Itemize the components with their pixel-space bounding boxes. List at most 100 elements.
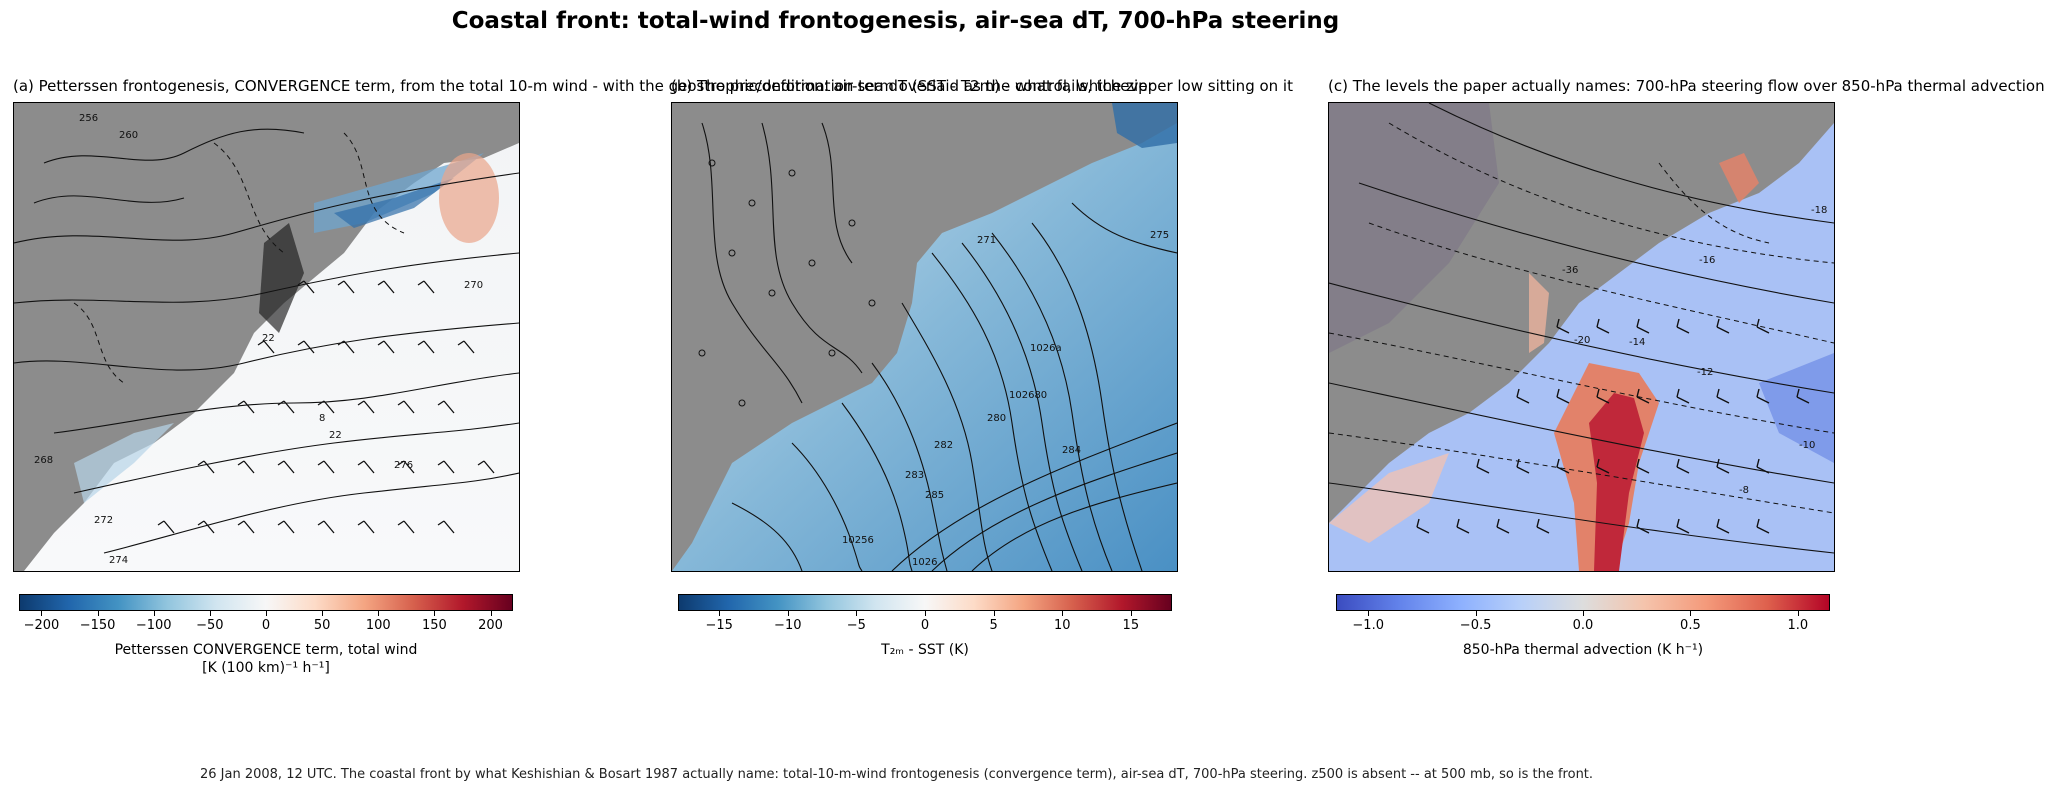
colorbar-tick <box>97 611 99 616</box>
panel-c-map: -8 -10 -12 -14 -16 -18 -20 -36 <box>1328 102 1835 572</box>
cold-dT-patch <box>1112 103 1177 148</box>
panel-a-map: 256 260 268 272 274 276 270 22 8 22 <box>13 102 520 572</box>
svg-text:-18: -18 <box>1811 205 1827 216</box>
wind-barbs <box>157 280 495 534</box>
figure-title: Coastal front: total-wind frontogenesis,… <box>451 8 1340 34</box>
colorbar-c-label: 850-hPa thermal advection (K h⁻¹) <box>1462 642 1704 658</box>
colorbar-tick-label: 5 <box>989 618 998 633</box>
svg-text:-16: -16 <box>1699 255 1715 266</box>
colorbar-tick-label: −10 <box>774 618 802 633</box>
colorbar-tick <box>1583 611 1584 616</box>
colorbar-tick <box>1475 611 1477 616</box>
warm-adv-core <box>1589 393 1644 571</box>
colorbar-tick <box>434 611 436 616</box>
colorbar-tick <box>1368 611 1370 616</box>
tight-contour-knot <box>259 223 304 333</box>
land-mass <box>14 103 519 571</box>
svg-text:271: 271 <box>977 235 996 246</box>
colorbar-a-label: Petterssen CONVERGENCE term, total wind … <box>114 642 418 676</box>
colorbar-b <box>678 594 1172 611</box>
colorbar-tick <box>378 611 380 616</box>
colorbar-tick <box>41 611 43 616</box>
colorbar-tick <box>925 611 926 616</box>
svg-text:272: 272 <box>94 515 113 526</box>
svg-text:1026: 1026 <box>912 557 937 568</box>
colorbar-b-label: T₂ₘ - SST (K) <box>881 642 969 658</box>
colorbar-tick-label: −100 <box>135 618 172 633</box>
colorbar-tick <box>1690 611 1692 616</box>
colorbar-tick <box>1797 611 1799 616</box>
dashed-contours <box>73 132 405 384</box>
colorbar-tick <box>1130 611 1132 616</box>
colorbar-tick-label: 10 <box>1053 618 1071 633</box>
colorbar-tick <box>322 611 324 616</box>
colorbar-a-ticks: −200 −150 −100 −50 0 50 100 150 200 <box>19 611 513 635</box>
svg-text:283: 283 <box>905 470 924 481</box>
temperature-contours <box>1329 122 1834 514</box>
colorbar-tick-label: −150 <box>79 618 116 633</box>
colorbar-tick-label: 0.5 <box>1680 618 1701 633</box>
warm-patch-sw <box>1329 453 1449 543</box>
colorbar-tick <box>209 611 211 616</box>
colorbar-tick <box>490 611 492 616</box>
colorbar-c <box>1336 594 1830 611</box>
svg-text:8: 8 <box>319 413 325 424</box>
colorbar-tick <box>266 611 267 616</box>
svg-text:102680: 102680 <box>1009 390 1047 401</box>
colorbar-tick-label: −200 <box>23 618 60 633</box>
neg-coastal <box>74 423 174 503</box>
colorbar-a <box>19 594 513 611</box>
colorbar-tick <box>787 611 789 616</box>
svg-text:22: 22 <box>329 430 342 441</box>
colorbar-tick <box>153 611 155 616</box>
colorbar-tick <box>719 611 721 616</box>
panel-a-title: (a) Petterssen frontogenesis, CONVERGENC… <box>13 77 1154 95</box>
svg-text:-20: -20 <box>1574 335 1590 346</box>
colorbar-tick-label: −1.0 <box>1352 618 1384 633</box>
svg-text:-8: -8 <box>1739 485 1749 496</box>
colorbar-tick <box>993 611 995 616</box>
colorbar-tick-label: 1.0 <box>1787 618 1809 633</box>
colorbar-tick <box>1062 611 1064 616</box>
colorbar-tick-label: 0 <box>261 618 271 633</box>
svg-text:268: 268 <box>34 455 53 466</box>
wind-barbs <box>1416 318 1810 534</box>
colorbar-tick-label: 0.0 <box>1572 618 1594 633</box>
svg-text:274: 274 <box>109 555 128 566</box>
svg-text:260: 260 <box>119 130 138 141</box>
svg-text:282: 282 <box>934 440 953 451</box>
panel-c-title: (c) The levels the paper actually names:… <box>1328 77 2045 95</box>
svg-text:284: 284 <box>1062 445 1081 456</box>
colorbar-tick-label: −15 <box>705 618 733 633</box>
contour-labels: -8 -10 -12 -14 -16 -18 -20 -36 <box>1562 205 1827 496</box>
contour-labels: 256 260 268 272 274 276 270 22 8 22 <box>34 113 483 566</box>
svg-text:22: 22 <box>262 333 275 344</box>
neg-band-core <box>334 178 454 228</box>
colorbar-c-ticks: −1.0 −0.5 0.0 0.5 1.0 <box>1336 611 1830 635</box>
svg-text:256: 256 <box>79 113 98 124</box>
panel-b-map: 271 275 280 282 283 284 285 1026a 102680… <box>671 102 1178 572</box>
height-contours <box>1329 103 1834 554</box>
colorbar-tick-label: 50 <box>313 618 331 633</box>
warm-patch-ne <box>1719 153 1759 203</box>
svg-text:-12: -12 <box>1697 367 1713 378</box>
colorbar-tick-label: −0.5 <box>1459 618 1492 633</box>
svg-text:280: 280 <box>987 413 1006 424</box>
footer-caption: 26 Jan 2008, 12 UTC. The coastal front b… <box>200 767 1594 782</box>
colorbar-b-ticks: −15 −10 −5 0 5 10 15 <box>678 611 1172 635</box>
station-markers <box>698 159 876 407</box>
svg-text:10256: 10256 <box>842 535 874 546</box>
pos-blob <box>439 153 499 243</box>
colorbar-tick-label: 15 <box>1122 618 1140 633</box>
svg-text:1026a: 1026a <box>1030 343 1062 354</box>
isotherm-contours <box>14 128 519 554</box>
cold-patch-e <box>1759 353 1834 463</box>
svg-text:-14: -14 <box>1629 337 1645 348</box>
land-mass <box>672 103 1177 571</box>
colorbar-tick-label: 0 <box>920 618 930 633</box>
colorbar-tick-label: 200 <box>478 618 503 633</box>
colorbar-tick-label: −5 <box>846 618 866 633</box>
warm-patch <box>1529 273 1549 353</box>
colorbar-tick-label: 150 <box>421 618 447 633</box>
svg-text:275: 275 <box>1150 230 1169 241</box>
